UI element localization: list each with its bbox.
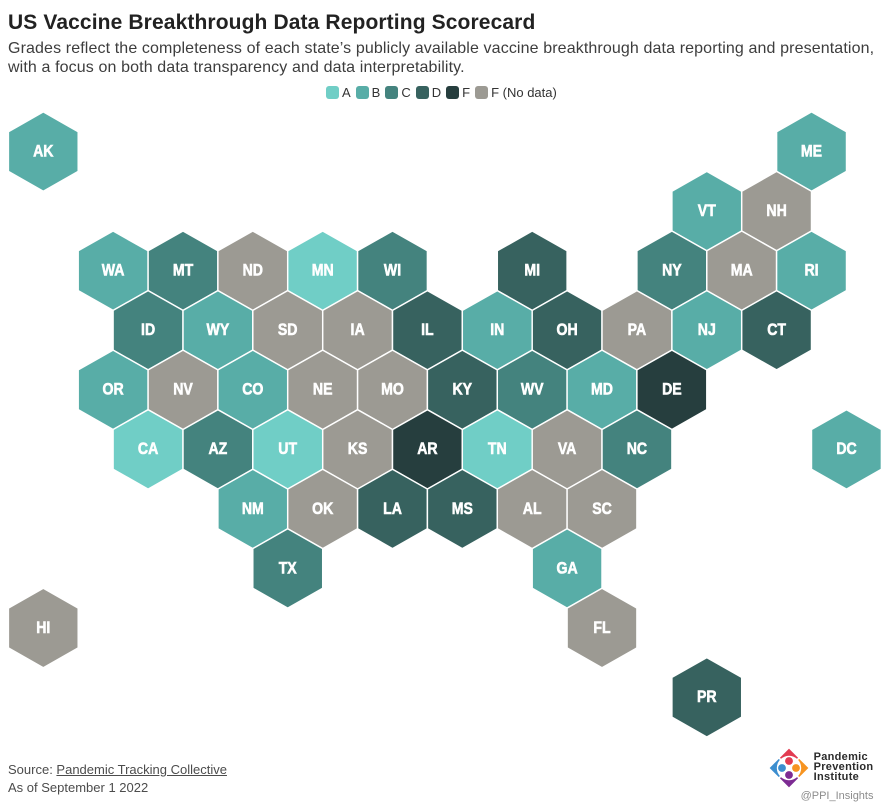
svg-text:MS: MS: [452, 500, 473, 518]
svg-text:NY: NY: [662, 261, 682, 279]
svg-text:TN: TN: [488, 440, 507, 458]
svg-text:FL: FL: [593, 619, 611, 637]
svg-text:WA: WA: [102, 261, 125, 279]
svg-text:AR: AR: [417, 440, 437, 458]
svg-text:CO: CO: [242, 381, 263, 399]
svg-text:CA: CA: [138, 440, 158, 458]
svg-text:AL: AL: [523, 500, 542, 518]
svg-text:MN: MN: [312, 261, 334, 279]
svg-text:OK: OK: [312, 500, 334, 518]
svg-text:KY: KY: [453, 381, 473, 399]
svg-text:IA: IA: [351, 321, 365, 339]
svg-text:CT: CT: [767, 321, 786, 339]
svg-text:KS: KS: [348, 440, 368, 458]
svg-text:SD: SD: [278, 321, 298, 339]
svg-text:VA: VA: [558, 440, 577, 458]
svg-text:GA: GA: [557, 559, 578, 577]
svg-text:IN: IN: [490, 321, 504, 339]
svg-text:DC: DC: [836, 440, 856, 458]
svg-text:VT: VT: [698, 202, 716, 220]
svg-text:TX: TX: [279, 559, 298, 577]
svg-text:IL: IL: [421, 321, 434, 339]
svg-text:PA: PA: [628, 321, 647, 339]
svg-text:MI: MI: [524, 261, 540, 279]
svg-text:NV: NV: [173, 381, 193, 399]
svg-text:WI: WI: [384, 261, 401, 279]
svg-text:MT: MT: [173, 261, 194, 279]
svg-text:MA: MA: [731, 261, 753, 279]
svg-text:AK: AK: [33, 142, 54, 160]
svg-text:WV: WV: [521, 381, 544, 399]
svg-text:NC: NC: [627, 440, 647, 458]
svg-text:DE: DE: [662, 381, 682, 399]
svg-text:LA: LA: [383, 500, 402, 518]
svg-text:RI: RI: [804, 261, 818, 279]
svg-text:UT: UT: [278, 440, 297, 458]
svg-text:MO: MO: [381, 381, 404, 399]
svg-text:ID: ID: [141, 321, 155, 339]
svg-text:NH: NH: [766, 202, 786, 220]
svg-text:NJ: NJ: [698, 321, 716, 339]
svg-text:ND: ND: [243, 261, 263, 279]
svg-text:AZ: AZ: [209, 440, 228, 458]
svg-text:OR: OR: [103, 381, 124, 399]
svg-text:OH: OH: [557, 321, 578, 339]
svg-text:SC: SC: [592, 500, 612, 518]
svg-text:HI: HI: [36, 619, 50, 637]
svg-text:NE: NE: [313, 381, 333, 399]
svg-text:WY: WY: [207, 321, 230, 339]
svg-text:NM: NM: [242, 500, 264, 518]
svg-text:PR: PR: [697, 688, 717, 706]
svg-text:MD: MD: [591, 381, 613, 399]
svg-text:ME: ME: [801, 142, 822, 160]
